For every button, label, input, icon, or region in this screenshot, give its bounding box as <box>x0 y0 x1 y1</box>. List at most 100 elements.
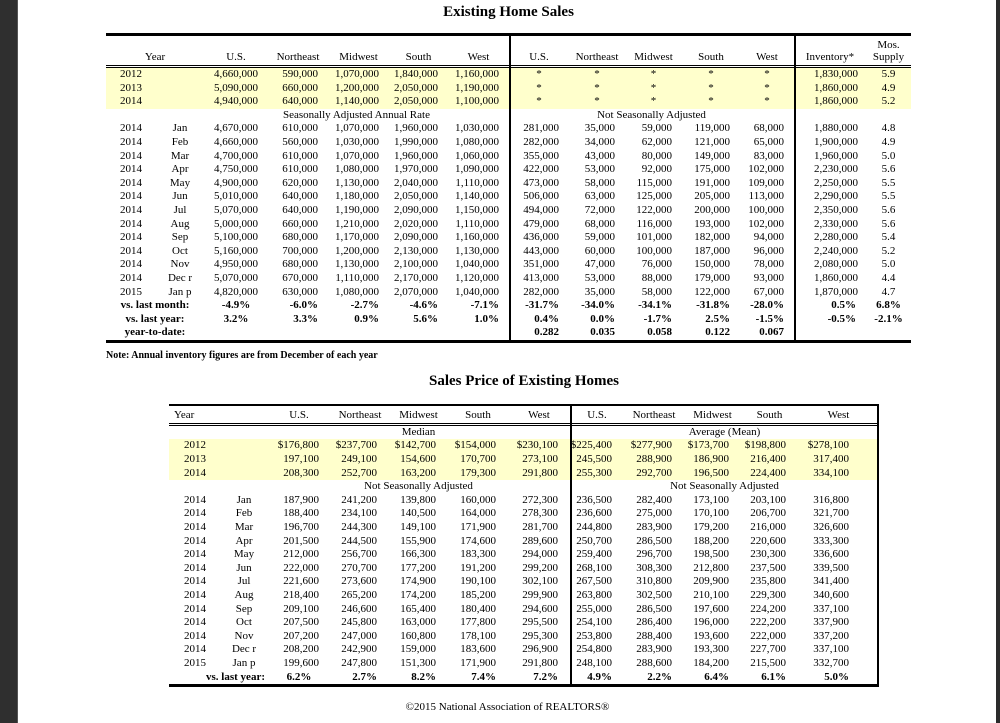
sales-monthly-row-cell: 96,000 <box>753 244 784 257</box>
sales-monthly-row-cell: 413,000 <box>523 271 559 284</box>
price-monthly-row-cell: 2014 <box>184 602 206 615</box>
price-monthly-row-cell: 2014 <box>184 561 206 574</box>
sales-monthly-row-cell: 443,000 <box>523 244 559 257</box>
price-annual-row-cell <box>221 439 267 453</box>
price-monthly-row-cell: 191,200 <box>460 561 496 574</box>
sales-monthly-row-cell: 660,000 <box>282 217 318 230</box>
copyright-footer: ©2015 National Association of REALTORS® <box>405 701 610 714</box>
sales-monthly-row-cell: 1,130,000 <box>335 258 379 271</box>
sales-monthly-row-cell: 2015 <box>120 285 142 298</box>
sales-monthly-row-cell: 1,130,000 <box>335 176 379 189</box>
price-monthly-row-cell: 299,200 <box>522 561 558 574</box>
price-monthly-row-cell: 332,700 <box>813 656 849 669</box>
sales-monthly-row-cell: 5,070,000 <box>214 203 258 216</box>
price-monthly-row-cell: 286,500 <box>636 602 672 615</box>
sales-summary-row-cell: 2.5% <box>705 312 730 325</box>
price-monthly-row-cell: 227,700 <box>750 643 786 656</box>
sales-annual-row-cell <box>156 95 204 109</box>
price-monthly-row-cell: 333,300 <box>813 534 849 547</box>
sales-header-row-cell: U.S. <box>204 34 268 68</box>
price-annual-row-cell: 249,100 <box>341 453 377 466</box>
sales-annual-row-cell: 1,200,000 <box>335 81 379 94</box>
sales-monthly-row-cell: 1,110,000 <box>455 176 499 189</box>
sales-monthly-row-cell: 72,000 <box>584 203 615 216</box>
price-header-row-cell: West <box>508 404 570 426</box>
price-summary-row-cell: 5.0% <box>824 670 849 683</box>
sales-monthly-row-cell: 2,330,000 <box>814 217 858 230</box>
sales-monthly-row: 2014 Apr 4,750,000 610,000 1,080,000 1,970,00… <box>106 163 911 177</box>
sales-annual-row-cell: * <box>764 95 770 108</box>
sales-annual-row-cell: * <box>594 68 600 80</box>
sales-header-row: Year U.S. Northeast Midwest South West U.S. Nor… <box>106 34 911 68</box>
sales-monthly-row-cell: 700,000 <box>282 244 318 257</box>
price-monthly-row-cell: 263,800 <box>576 589 612 601</box>
sales-monthly-row-cell: 2014 <box>120 231 142 244</box>
sales-annual-row-cell: * <box>650 81 657 94</box>
price-monthly-row-cell: 295,300 <box>522 629 558 642</box>
sales-monthly-row-cell: Jun <box>172 190 188 203</box>
price-annual-row-cell: 2012 <box>184 439 206 452</box>
group-label-nsa: Not Seasonally Adjusted <box>597 108 706 121</box>
sales-monthly-row-cell: 4.9 <box>881 135 896 148</box>
sales-monthly-row-cell: 5.6 <box>881 163 896 176</box>
sales-header-row-cell: Year <box>106 34 204 68</box>
price-monthly-row-cell: 2014 <box>184 521 206 534</box>
price-monthly-row: 2014 May 212,000 256,700 166,300 183,300 294,0… <box>169 548 879 562</box>
price-header-row-cell: U.S. <box>267 404 331 426</box>
price-monthly-row: 2014 Oct 207,500 245,800 163,000 177,800 295,5… <box>169 616 879 630</box>
price-monthly-row-cell: May <box>233 548 255 561</box>
price-monthly-row-cell: 218,400 <box>283 589 319 601</box>
price-monthly-row-cell: 2014 <box>184 493 206 506</box>
sales-monthly-row-cell: 59,000 <box>641 122 672 135</box>
sales-monthly-row-cell: 2,280,000 <box>814 231 858 244</box>
sales-monthly-row-cell: 2014 <box>120 163 142 176</box>
price-monthly-row-cell: 254,800 <box>576 643 612 656</box>
price-monthly-row-cell: 174,600 <box>460 534 496 547</box>
price-monthly-row-cell: 216,000 <box>750 521 786 534</box>
price-monthly-row-cell: 283,900 <box>636 521 672 534</box>
sales-annual-row-cell <box>156 82 204 96</box>
sales-monthly-row-cell: 175,000 <box>694 163 730 176</box>
sales-monthly-row-cell: 1,190,000 <box>335 203 379 216</box>
price-monthly-row-cell: 180,400 <box>460 602 496 615</box>
sales-annual-row-cell: 4.9 <box>881 81 896 94</box>
sales-monthly-row-cell: 5,160,000 <box>214 244 258 257</box>
sales-header-row-cell: West <box>448 34 509 68</box>
price-monthly-row-cell: 165,400 <box>400 602 436 615</box>
sales-monthly-row-cell: 4.8 <box>881 122 896 135</box>
price-monthly-row-cell: 183,300 <box>460 548 496 561</box>
sales-header-row-cell: Northeast <box>569 34 625 68</box>
price-monthly-row-cell: 321,700 <box>813 507 849 520</box>
price-monthly-row-cell: 188,200 <box>693 534 729 547</box>
sales-monthly-row-cell: 113,000 <box>748 190 784 203</box>
sales-monthly-row-cell: Nov <box>170 258 190 271</box>
sales-header-row-cell: Mos. Supply <box>866 34 911 68</box>
column-divider <box>794 33 796 343</box>
price-monthly-row-cell: 2014 <box>184 575 206 588</box>
price-monthly-row: 2014 Sep 209,100 246,600 165,400 180,400 294,6… <box>169 603 879 617</box>
sales-summary-row-cell: 0.067 <box>759 326 784 339</box>
price-monthly-row-cell: 247,800 <box>341 656 377 669</box>
price-monthly-row-cell: Aug <box>234 589 254 601</box>
sales-monthly-row-cell: 1,880,000 <box>814 122 858 135</box>
sales-monthly-row-cell: 109,000 <box>748 176 784 189</box>
price-monthly-row-cell: 316,800 <box>813 493 849 506</box>
sales-annual-row-cell: 2,050,000 <box>394 95 438 108</box>
price-monthly-row-cell: 255,000 <box>576 602 612 615</box>
price-monthly-row-cell: 222,000 <box>283 561 319 574</box>
sales-monthly-row-cell: 121,000 <box>694 135 730 148</box>
price-monthly-row-cell: 2015 <box>184 656 206 669</box>
sales-monthly-row-cell: 47,000 <box>584 258 615 271</box>
sales-annual-row-cell: 1,190,000 <box>455 81 499 94</box>
sales-monthly-row-cell: 60,000 <box>584 244 615 257</box>
viewer-right-edge <box>996 0 1000 723</box>
price-monthly-row-cell: Nov <box>234 629 254 642</box>
price-annual-row-cell: 154,600 <box>400 453 436 466</box>
sales-annual-row-cell: 1,100,000 <box>455 95 499 108</box>
sales-monthly-row-cell: 4.7 <box>881 285 896 298</box>
sales-monthly-row-cell: 94,000 <box>753 231 784 244</box>
price-monthly-row-cell: 337,100 <box>813 643 849 656</box>
sales-monthly-row-cell: 610,000 <box>282 122 318 135</box>
sales-monthly-row-cell: 494,000 <box>523 203 559 216</box>
price-table-title: Sales Price of Existing Homes <box>429 372 619 389</box>
